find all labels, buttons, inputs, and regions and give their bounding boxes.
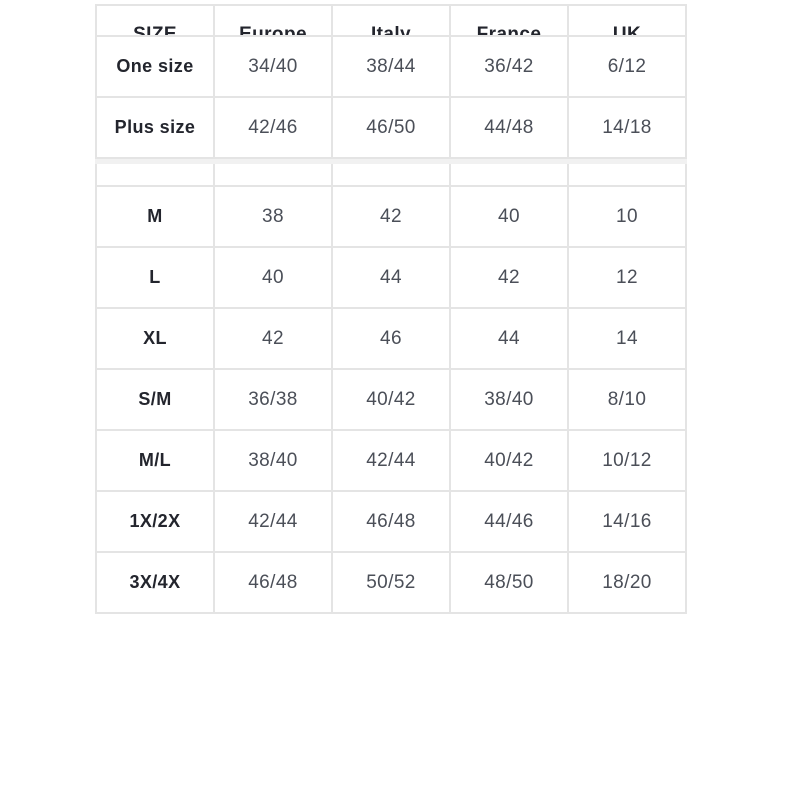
size-value-cell: 8/10 [567, 368, 687, 431]
size-label-cell: M [95, 185, 215, 248]
size-value-cell: 42 [331, 185, 451, 248]
size-label-cell: Plus size [95, 96, 215, 159]
size-label-cell: M/L [95, 429, 215, 492]
size-label-cell: XL [95, 307, 215, 370]
size-value-cell: 38/44 [331, 35, 451, 98]
size-value-cell: 46/48 [331, 490, 451, 553]
size-value-cell: 44/46 [449, 490, 569, 553]
size-label-cell: 3X/4X [95, 551, 215, 614]
table-row: M 38 42 40 10 [95, 185, 687, 248]
size-value-cell: 36/42 [449, 35, 569, 98]
size-label-cell: 1X/2X [95, 490, 215, 553]
size-value-cell: 40/42 [331, 368, 451, 431]
size-value-cell: 36/38 [213, 368, 333, 431]
size-label-cell: One size [95, 35, 215, 98]
size-value-cell: 10/12 [567, 429, 687, 492]
size-value-cell: 42/46 [213, 96, 333, 159]
size-value-cell: 42/44 [213, 490, 333, 553]
size-value-cell: 40 [449, 185, 569, 248]
size-value-cell: 46/48 [213, 551, 333, 614]
size-value-cell: 6/12 [567, 35, 687, 98]
size-value-cell: 42 [213, 307, 333, 370]
table-row: Plus size 42/46 46/50 44/48 14/18 [95, 96, 687, 159]
size-value-cell: 50/52 [331, 551, 451, 614]
size-value-cell: 42 [449, 246, 569, 309]
special-sizes-table-body: One size 34/40 38/44 36/42 6/12 Plus size 42/4… [95, 35, 687, 159]
size-value-cell: 38 [213, 185, 333, 248]
table-bottom-shadow [95, 159, 687, 164]
size-value-cell: 14/16 [567, 490, 687, 553]
size-value-cell: 12 [567, 246, 687, 309]
size-label-cell: S/M [95, 368, 215, 431]
size-value-cell: 14 [567, 307, 687, 370]
table-row: 1X/2X 42/44 46/48 44/46 14/16 [95, 490, 687, 553]
size-value-cell: 38/40 [449, 368, 569, 431]
size-value-cell: 40/42 [449, 429, 569, 492]
size-value-cell: 38/40 [213, 429, 333, 492]
size-value-cell: 44/48 [449, 96, 569, 159]
table-row: 3X/4X 46/48 50/52 48/50 18/20 [95, 551, 687, 614]
size-value-cell: 14/18 [567, 96, 687, 159]
size-value-cell: 42/44 [331, 429, 451, 492]
size-value-cell: 44 [449, 307, 569, 370]
size-value-cell: 46/50 [331, 96, 451, 159]
table-row: M/L 38/40 42/44 40/42 10/12 [95, 429, 687, 492]
table-row: XL 42 46 44 14 [95, 307, 687, 370]
size-label-cell: L [95, 246, 215, 309]
size-value-cell: 34/40 [213, 35, 333, 98]
table-row: L 40 44 42 12 [95, 246, 687, 309]
size-value-cell: 46 [331, 307, 451, 370]
special-sizes-table: One size 34/40 38/44 36/42 6/12 Plus size 42/4… [95, 35, 687, 159]
special-sizes-table-container: One size 34/40 38/44 36/42 6/12 Plus size 42/4… [95, 35, 687, 164]
table-row: One size 34/40 38/44 36/42 6/12 [95, 35, 687, 98]
table-row: S/M 36/38 40/42 38/40 8/10 [95, 368, 687, 431]
size-value-cell: 18/20 [567, 551, 687, 614]
size-value-cell: 44 [331, 246, 451, 309]
size-value-cell: 40 [213, 246, 333, 309]
size-value-cell: 10 [567, 185, 687, 248]
size-value-cell: 48/50 [449, 551, 569, 614]
